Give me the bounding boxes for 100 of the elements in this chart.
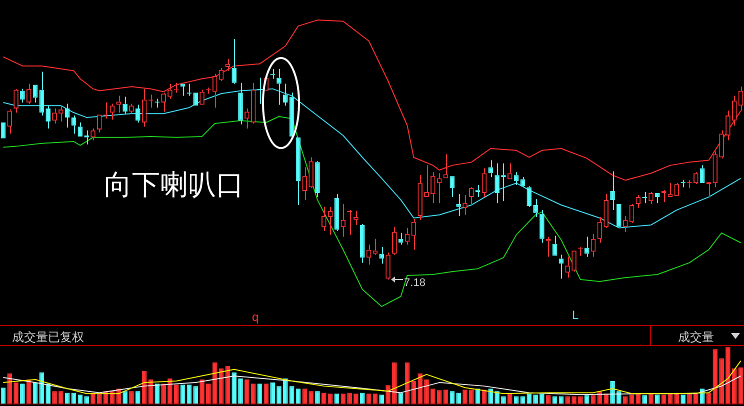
bar (20, 384, 25, 404)
bar (308, 391, 314, 404)
candlestick (26, 83, 32, 104)
candlestick (436, 172, 442, 204)
bar (200, 379, 204, 404)
bar (340, 394, 346, 404)
bar (546, 395, 551, 404)
candlestick (14, 88, 18, 114)
candlestick (482, 168, 487, 198)
bar (642, 395, 647, 404)
candlestick (392, 226, 397, 256)
candlestick (7, 109, 12, 134)
bar (154, 384, 160, 404)
candlestick (372, 238, 378, 256)
candlestick (719, 130, 724, 159)
chart-subtitle: 成交量 (678, 329, 714, 346)
bar (379, 394, 384, 404)
bar (436, 390, 442, 404)
bar (680, 394, 686, 404)
bar (174, 384, 179, 404)
annotation: 向下喇叭口 (104, 169, 244, 203)
candlestick (97, 114, 102, 133)
bar (212, 362, 218, 404)
bar (392, 362, 397, 404)
bar (250, 384, 256, 404)
bar (418, 373, 423, 404)
candlestick (668, 182, 673, 198)
candlestick (418, 174, 423, 220)
bar (398, 392, 404, 404)
bar (533, 394, 538, 404)
bar (244, 379, 250, 404)
bar (430, 388, 436, 404)
candlestick (161, 92, 166, 112)
candlestick (360, 223, 365, 264)
bar (283, 378, 288, 404)
candlestick (411, 218, 416, 250)
bar (655, 394, 660, 404)
bar (270, 382, 275, 404)
candlestick (456, 194, 461, 217)
candlestick (46, 105, 51, 130)
candlestick (250, 82, 256, 124)
candlestick (354, 210, 358, 226)
candlestick (122, 96, 128, 114)
bar (161, 384, 166, 404)
candlestick (276, 68, 282, 106)
candlestick (321, 206, 326, 232)
text: L (572, 308, 579, 322)
candlestick (469, 186, 474, 206)
text: q (252, 310, 259, 324)
dropdown: 成交量 (650, 326, 744, 346)
bar (648, 394, 654, 404)
bar (58, 391, 64, 404)
candlestick (572, 250, 576, 272)
bar (732, 368, 737, 404)
candlestick (526, 186, 532, 208)
candlestick (655, 192, 660, 204)
bar (360, 392, 365, 404)
chart-title: 成交量已复权 (12, 329, 84, 346)
bar (616, 391, 622, 404)
bar (354, 394, 358, 404)
bar (129, 391, 134, 404)
bar (52, 391, 57, 404)
bar (7, 373, 12, 404)
candlestick (629, 204, 634, 224)
bar (232, 372, 237, 404)
candlestick (604, 194, 609, 228)
candlestick (64, 103, 70, 128)
candlestick (135, 104, 140, 123)
bar (507, 394, 512, 404)
candlestick (462, 194, 468, 216)
bar (526, 394, 532, 404)
candlestick (494, 162, 500, 204)
bar (610, 381, 615, 404)
bar (276, 386, 282, 404)
candlestick (78, 122, 83, 136)
bar (719, 358, 724, 404)
bar (168, 378, 172, 404)
bar (469, 390, 474, 404)
bar (315, 391, 320, 404)
bar (238, 378, 243, 404)
bar (193, 386, 198, 404)
bar (347, 392, 352, 404)
bar (584, 395, 590, 404)
candlestick (732, 95, 737, 126)
candlestick (212, 73, 218, 108)
candlestick (726, 110, 730, 141)
candlestick (648, 192, 654, 205)
bar (90, 392, 96, 404)
candlestick (584, 236, 590, 258)
bar (135, 391, 140, 404)
candlestick (302, 166, 308, 200)
bar (46, 384, 51, 404)
candlestick (430, 172, 436, 204)
bar (122, 391, 128, 404)
candlestick (379, 246, 384, 264)
bar (321, 392, 326, 404)
bar (97, 394, 102, 404)
bar (540, 394, 544, 404)
candlestick (308, 156, 314, 189)
candlestick (334, 194, 340, 232)
